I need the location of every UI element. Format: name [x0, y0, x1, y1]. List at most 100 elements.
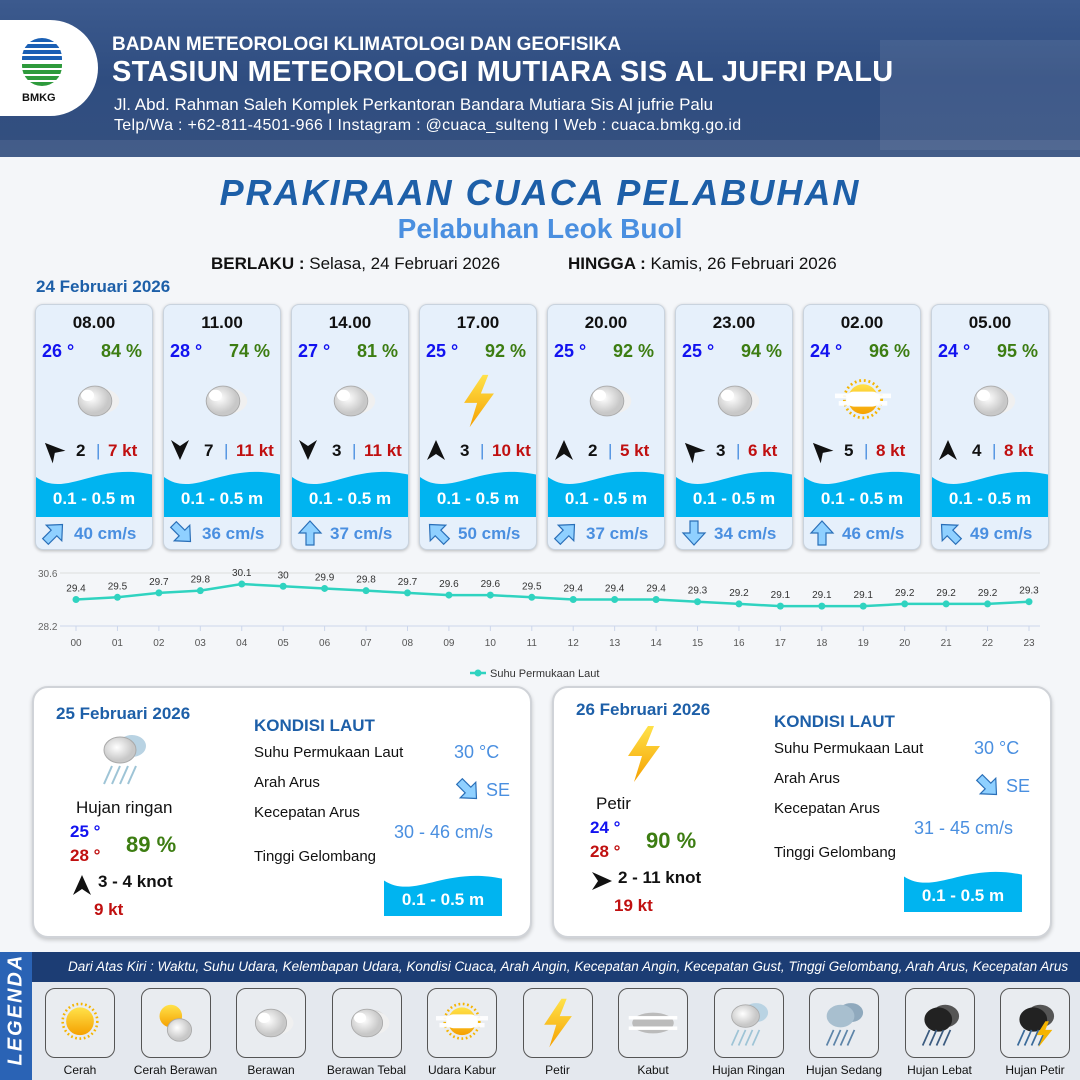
- cloudy-icon: [577, 373, 637, 429]
- wind-direction-arrow-icon: [42, 439, 66, 464]
- forecast-time: 11.00: [201, 313, 243, 332]
- wind-speed: 2: [588, 441, 598, 460]
- wind-direction-arrow-icon: [810, 439, 834, 464]
- gust-speed: 8 kt: [876, 441, 906, 460]
- gust-speed: 8 kt: [1004, 441, 1034, 460]
- cloudy-icon: [705, 373, 765, 429]
- data-point: [445, 591, 453, 599]
- current-direction-arrow-icon: [552, 519, 580, 547]
- forecast-card: 14.00 27 ° 81 % 3 | 11 kt 0.1 - 0.5 m 37 cm/s: [291, 304, 409, 550]
- data-label: 29.1: [771, 590, 791, 601]
- humidity: 92 %: [484, 341, 526, 361]
- wave-height: 0.1 - 0.5 m: [308, 489, 392, 508]
- fog-icon: [618, 988, 688, 1058]
- data-label: 29.8: [191, 575, 211, 586]
- x-tick-label: 23: [1023, 638, 1035, 649]
- agency-name: BADAN METEOROLOGI KLIMATOLOGI DAN GEOFIS…: [112, 34, 622, 55]
- min-temperature: 24 °: [590, 818, 621, 837]
- sst-value: 30 °C: [454, 742, 500, 762]
- x-tick-label: 17: [775, 638, 787, 649]
- summary-date: 26 Februari 2026: [576, 700, 711, 719]
- legend-label: Hujan Ringan: [712, 1063, 785, 1077]
- series-line: [75, 582, 1030, 608]
- forecast-card: 02.00 24 ° 96 % 5 | 8 kt 0.1 - 0.5 m 46 cm/s: [803, 304, 921, 550]
- x-tick-label: 05: [278, 638, 290, 649]
- data-point: [196, 587, 204, 595]
- data-point: [694, 598, 702, 606]
- current-direction-label: Arah Arus: [254, 774, 320, 791]
- overcast-icon: [331, 988, 402, 1058]
- data-label: 29.1: [854, 590, 874, 601]
- gust-speed: 9 kt: [94, 900, 124, 919]
- sst-label: Suhu Permukaan Laut: [254, 744, 404, 761]
- sunny-icon: [45, 988, 115, 1058]
- y-tick-label: 28.2: [38, 622, 58, 633]
- wind-direction-arrow-icon: [72, 874, 92, 901]
- forecast-time: 23.00: [712, 313, 756, 332]
- lightning-icon: [522, 988, 593, 1058]
- x-tick-label: 00: [70, 638, 82, 649]
- wave-height: 0.1 - 0.5 m: [52, 489, 136, 508]
- x-tick-label: 08: [402, 638, 414, 649]
- x-tick-label: 04: [236, 638, 248, 649]
- x-tick-label: 16: [733, 638, 745, 649]
- legend-label: Petir: [545, 1063, 570, 1077]
- data-label: 29.9: [315, 572, 335, 583]
- current-speed: 46 cm/s: [842, 524, 905, 543]
- data-point: [611, 596, 619, 603]
- gust-speed: 19 kt: [614, 896, 653, 915]
- forecast-time: 08.00: [72, 313, 116, 332]
- current-speed: 34 cm/s: [714, 524, 777, 543]
- x-tick-label: 07: [360, 638, 372, 649]
- wave-height: 0.1 - 0.5 m: [948, 489, 1032, 508]
- current-direction-arrow-icon: [454, 776, 482, 809]
- x-tick-label: 12: [568, 638, 580, 649]
- divider: |: [352, 441, 357, 460]
- humidity: 95 %: [996, 341, 1038, 361]
- gust-speed: 11 kt: [364, 441, 402, 460]
- x-tick-label: 02: [153, 638, 165, 649]
- x-tick-label: 22: [982, 638, 994, 649]
- data-point: [155, 589, 163, 597]
- data-label: 29.7: [149, 577, 169, 588]
- wave-height: 0.1 - 0.5 m: [820, 489, 904, 508]
- data-label: 29.3: [688, 586, 708, 597]
- x-tick-label: 11: [527, 638, 538, 649]
- haze-icon: [833, 373, 893, 429]
- x-tick-label: 19: [858, 638, 870, 649]
- current-speed: 37 cm/s: [330, 524, 393, 543]
- divider: |: [480, 441, 485, 460]
- divider: |: [96, 441, 101, 460]
- current-speed-label: Kecepatan Arus: [254, 804, 360, 821]
- legend-label: Cerah: [63, 1063, 97, 1077]
- wave-height: 0.1 - 0.5 m: [180, 489, 264, 508]
- legend-label: Udara Kabur: [427, 1063, 497, 1077]
- current-direction-arrow-icon: [936, 519, 964, 547]
- wave-icon: [548, 463, 664, 517]
- wave-height: 0.1 - 0.5 m: [692, 489, 776, 508]
- x-tick-label: 15: [692, 638, 704, 649]
- data-point: [942, 600, 950, 608]
- wave-icon: [904, 864, 1022, 912]
- heavy-rain-icon: [904, 988, 975, 1058]
- x-tick-label: 10: [485, 638, 497, 649]
- air-temperature: 25 °: [554, 341, 587, 361]
- data-point: [818, 602, 826, 610]
- day1-date: 24 Februari 2026: [36, 277, 171, 296]
- current-speed: 40 cm/s: [74, 524, 137, 543]
- thunderstorm-icon: [1000, 988, 1070, 1058]
- current-direction-arrow-icon: [680, 519, 708, 547]
- wind-speed: 5: [844, 441, 854, 460]
- gust-speed: 6 kt: [748, 441, 778, 460]
- sea-condition-title: KONDISI LAUT: [254, 716, 375, 735]
- current-direction-arrow-icon: [168, 519, 196, 547]
- wind-speed: 3: [332, 441, 342, 460]
- cloudy-icon: [65, 373, 125, 429]
- data-label: 30.1: [232, 568, 252, 579]
- forecast-card: 17.00 25 ° 92 % 3 | 10 kt 0.1 - 0.5 m 50 cm/s: [419, 304, 537, 550]
- wind-direction-arrow-icon: [682, 439, 706, 464]
- divider: |: [736, 441, 741, 460]
- contact-info: Telp/Wa : +62-811-4501-966 I Instagram :…: [114, 117, 742, 134]
- forecast-time: 05.00: [968, 313, 1012, 332]
- air-temperature: 24 °: [810, 341, 843, 361]
